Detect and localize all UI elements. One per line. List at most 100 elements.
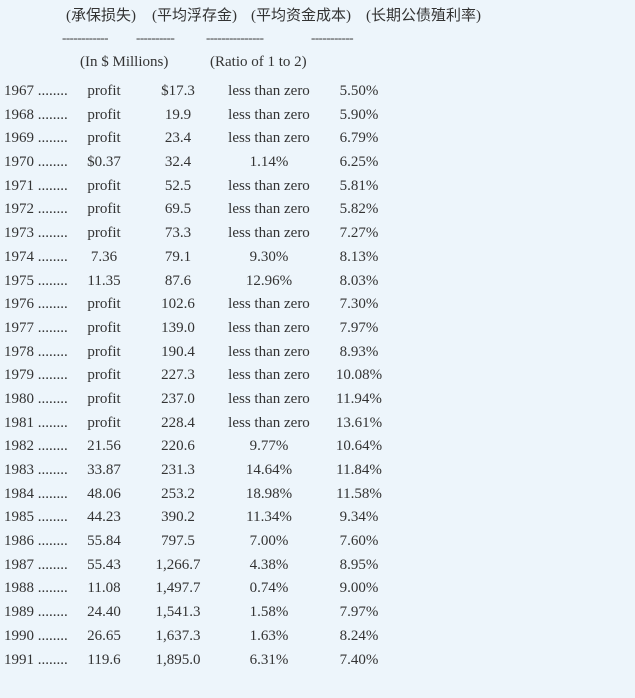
bond-yield-cell: 8.13%	[339, 248, 379, 265]
bond-yield-cell: 11.94%	[336, 390, 382, 407]
header-average-cost-of-funds: (平均资金成本)	[251, 8, 351, 24]
underwriting-loss-cell: 55.84	[87, 533, 121, 550]
underwriting-loss-cell: 21.56	[87, 438, 121, 455]
average-float-cell: 139.0	[161, 319, 195, 336]
bond-yield-cell: 10.64%	[335, 438, 383, 455]
underwriting-loss-cell: profit	[87, 225, 121, 242]
cost-of-funds-cell: less than zero	[228, 83, 310, 99]
table-row: 1972 ........ profit 69.5 less than zero 5.8…	[0, 200, 635, 224]
cost-of-funds-cell: less than zero	[228, 296, 310, 313]
year-cell: 1989 ........	[4, 604, 68, 621]
underwriting-loss-cell: profit	[87, 130, 121, 147]
underwriting-loss-cell: $0.37	[87, 154, 121, 171]
underwriting-loss-cell: 11.35	[87, 272, 121, 289]
average-float-cell: 1,637.3	[155, 627, 201, 644]
year-cell: 1974 ........	[4, 248, 68, 265]
cost-of-funds-cell: 4.38%	[249, 556, 289, 573]
bond-yield-cell: 8.95%	[339, 556, 379, 573]
cost-of-funds-cell: less than zero	[228, 343, 310, 360]
dash-underline-float: ----------	[136, 30, 175, 45]
average-float-cell: 190.4	[161, 343, 195, 360]
bond-yield-cell: 7.30%	[339, 296, 379, 313]
underwriting-loss-cell: 48.06	[87, 485, 121, 502]
dash-underline-yield: -----------	[311, 30, 354, 45]
average-float-cell: 390.2	[161, 509, 195, 526]
bond-yield-cell: 7.40%	[339, 651, 379, 668]
average-float-cell: 220.6	[161, 438, 195, 455]
year-cell: 1984 ........	[4, 485, 68, 502]
average-float-cell: 52.5	[164, 177, 192, 194]
table-row: 1971 ........ profit 52.5 less than zero 5.8…	[0, 177, 635, 201]
average-float-cell: 79.1	[164, 248, 192, 265]
cost-of-funds-cell: 1.58%	[249, 604, 289, 621]
bond-yield-cell: 8.03%	[339, 272, 379, 289]
underwriting-loss-cell: profit	[87, 296, 121, 313]
cost-of-funds-cell: 1.63%	[249, 627, 289, 644]
dash-underline-cost: ---------------	[206, 30, 264, 45]
average-float-cell: 797.5	[161, 533, 195, 550]
bond-yield-cell: 7.60%	[339, 533, 379, 550]
table-row: 1990 ........ 26.65 1,637.3 1.63% 8.24%	[0, 627, 635, 651]
bond-yield-cell: 10.08%	[335, 367, 383, 384]
underwriting-loss-cell: profit	[87, 83, 121, 99]
cost-of-funds-cell: 12.96%	[245, 272, 293, 289]
table-row: 1968 ........ profit 19.9 less than zero 5.9…	[0, 106, 635, 130]
table-row: 1974 ........ 7.36 79.1 9.30% 8.13%	[0, 248, 635, 272]
bond-yield-cell: 7.97%	[339, 319, 379, 336]
table-row: 1975 ........ 11.35 87.6 12.96% 8.03%	[0, 272, 635, 296]
table-row: 1987 ........ 55.43 1,266.7 4.38% 8.95%	[0, 556, 635, 580]
year-cell: 1982 ........	[4, 438, 68, 455]
average-float-cell: 69.5	[164, 201, 192, 218]
table-row: 1982 ........ 21.56 220.6 9.77% 10.64%	[0, 437, 635, 461]
cost-of-funds-cell: less than zero	[228, 106, 310, 123]
year-cell: 1967 ........	[4, 83, 68, 99]
cost-of-funds-cell: less than zero	[228, 390, 310, 407]
average-float-cell: 87.6	[164, 272, 192, 289]
header-average-float: (平均浮存金)	[152, 8, 237, 24]
bond-yield-cell: 11.84%	[336, 462, 382, 478]
cost-of-funds-cell: less than zero	[228, 367, 310, 384]
table-row: 1986 ........ 55.84 797.5 7.00% 7.60%	[0, 532, 635, 556]
underwriting-loss-cell: profit	[87, 106, 121, 123]
year-cell: 1977 ........	[4, 319, 68, 336]
year-cell: 1975 ........	[4, 272, 68, 289]
dash-underline-loss: ------------	[62, 30, 108, 45]
bond-yield-cell: 8.93%	[339, 343, 379, 360]
header-underwriting-loss: (承保损失)	[66, 8, 136, 24]
average-float-cell: 1,266.7	[155, 556, 201, 573]
average-float-cell: 32.4	[164, 154, 192, 171]
bond-yield-cell: 5.81%	[339, 177, 379, 194]
table-row: 1991 ........ 119.6 1,895.0 6.31% 7.40%	[0, 651, 635, 675]
units-millions-label: (In $ Millions)	[80, 54, 169, 70]
year-cell: 1971 ........	[4, 177, 68, 194]
header-dash-row: ------------ ---------- --------------- …	[0, 30, 635, 46]
bond-yield-cell: 5.82%	[339, 201, 379, 218]
year-cell: 1988 ........	[4, 580, 68, 597]
year-cell: 1986 ........	[4, 533, 68, 550]
cost-of-funds-cell: less than zero	[228, 177, 310, 194]
cost-of-funds-cell: 7.00%	[249, 533, 289, 550]
underwriting-loss-cell: profit	[87, 343, 121, 360]
cost-of-funds-cell: 18.98%	[245, 485, 293, 502]
average-float-cell: 1,497.7	[155, 580, 201, 597]
bond-yield-cell: 7.27%	[339, 225, 379, 242]
average-float-cell: 73.3	[164, 225, 192, 242]
year-cell: 1985 ........	[4, 509, 68, 526]
year-cell: 1979 ........	[4, 367, 68, 384]
underwriting-loss-cell: 26.65	[87, 627, 121, 644]
average-float-cell: 1,541.3	[155, 604, 201, 621]
average-float-cell: 227.3	[161, 367, 195, 384]
year-cell: 1969 ........	[4, 130, 68, 147]
underwriting-loss-cell: profit	[87, 319, 121, 336]
table-row: 1981 ........ profit 228.4 less than zero 13…	[0, 414, 635, 438]
year-cell: 1976 ........	[4, 296, 68, 313]
underwriting-loss-cell: profit	[87, 201, 121, 218]
cost-of-funds-cell: less than zero	[228, 201, 310, 218]
bond-yield-cell: 5.50%	[339, 83, 379, 99]
table-row: 1969 ........ profit 23.4 less than zero 6.7…	[0, 129, 635, 153]
year-cell: 1968 ........	[4, 106, 68, 123]
cost-of-funds-cell: less than zero	[228, 225, 310, 242]
underwriting-loss-cell: profit	[87, 390, 121, 407]
year-cell: 1980 ........	[4, 390, 68, 407]
cost-of-funds-cell: 11.34%	[246, 509, 292, 526]
